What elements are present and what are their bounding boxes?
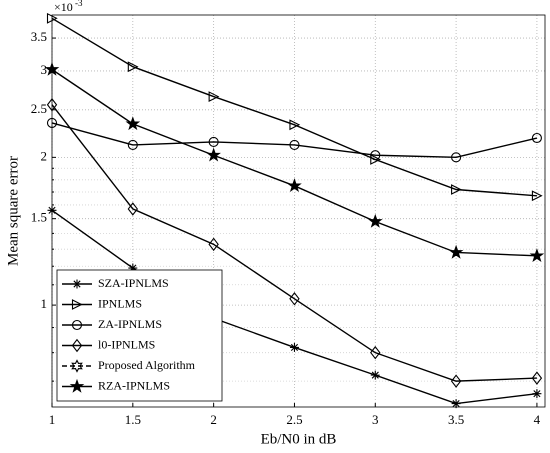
marker <box>451 152 462 163</box>
legend-label: SZA-IPNLMS <box>98 276 169 290</box>
marker <box>44 61 60 76</box>
x-tick-label: 1.5 <box>125 412 141 427</box>
marker <box>370 345 381 360</box>
marker <box>47 205 57 215</box>
x-tick-label: 4 <box>534 412 541 427</box>
y-axis-label: Mean square error <box>5 156 21 266</box>
marker <box>531 190 543 202</box>
marker <box>370 154 382 165</box>
y-tick-label: 3 <box>41 62 48 77</box>
x-tick-label: 3 <box>372 412 379 427</box>
marker <box>128 263 138 273</box>
marker <box>72 279 82 289</box>
marker <box>531 132 542 144</box>
marker <box>127 139 138 150</box>
series-line <box>51 17 537 197</box>
marker <box>208 237 219 252</box>
y-tick-label: 3.5 <box>31 29 47 44</box>
legend-label: IPNLMS <box>98 296 142 310</box>
marker <box>69 378 85 393</box>
marker <box>71 359 83 373</box>
legend-label: Proposed Algorithm <box>98 358 196 372</box>
series-line <box>51 122 538 159</box>
legend-label: ZA-IPNLMS <box>98 317 162 331</box>
marker <box>448 244 464 259</box>
x-axis-label: Eb/N0 in dB <box>261 431 337 447</box>
x-tick-label: 3.5 <box>448 412 464 427</box>
marker <box>370 370 380 380</box>
y-tick-label: 1.5 <box>31 210 47 225</box>
x-tick-label: 2.5 <box>286 412 302 427</box>
y-tick-label: 1 <box>41 296 48 311</box>
marker <box>451 399 461 409</box>
marker <box>370 150 381 161</box>
marker <box>208 136 219 147</box>
marker <box>46 117 58 129</box>
marker <box>46 97 58 112</box>
y-tick-label: 2 <box>41 148 48 163</box>
marker <box>46 12 58 24</box>
marker <box>289 342 299 352</box>
marker <box>206 147 221 162</box>
marker <box>289 119 301 131</box>
y-scale-base: ×10 <box>54 0 73 14</box>
x-tick-label: 1 <box>49 412 56 427</box>
marker <box>71 299 83 310</box>
marker <box>450 374 462 388</box>
marker <box>125 116 141 131</box>
marker <box>532 389 542 399</box>
marker <box>71 319 83 331</box>
y-scale-exp: -3 <box>75 0 83 8</box>
marker <box>529 248 545 263</box>
x-tick-label: 2 <box>210 412 217 427</box>
marker <box>127 202 139 216</box>
marker <box>367 213 383 228</box>
marker <box>71 338 83 353</box>
marker <box>289 292 300 306</box>
legend-label: RZA-IPNLMS <box>98 378 170 392</box>
marker <box>127 61 139 73</box>
legend-box <box>56 269 223 402</box>
marker <box>289 139 300 150</box>
series-line <box>51 104 537 382</box>
marker <box>287 178 302 193</box>
marker <box>208 91 220 102</box>
y-tick-label: 2.5 <box>31 101 47 116</box>
legend-label: l0-IPNLMS <box>98 337 155 351</box>
marker <box>531 371 543 385</box>
marker <box>451 184 462 195</box>
